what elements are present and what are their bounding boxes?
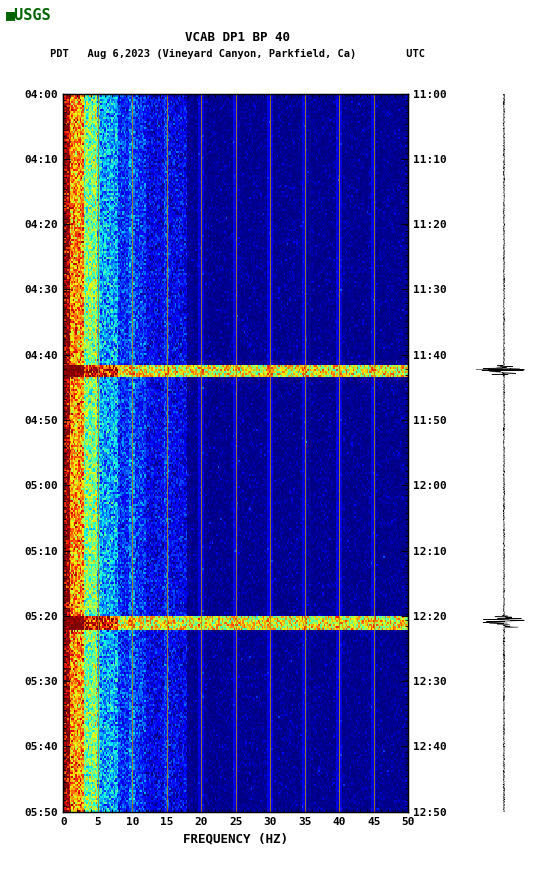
X-axis label: FREQUENCY (HZ): FREQUENCY (HZ) bbox=[183, 832, 289, 845]
Text: ■USGS: ■USGS bbox=[6, 7, 51, 22]
Text: PDT   Aug 6,2023 (Vineyard Canyon, Parkfield, Ca)        UTC: PDT Aug 6,2023 (Vineyard Canyon, Parkfie… bbox=[50, 48, 425, 59]
Text: VCAB DP1 BP 40: VCAB DP1 BP 40 bbox=[185, 31, 290, 44]
